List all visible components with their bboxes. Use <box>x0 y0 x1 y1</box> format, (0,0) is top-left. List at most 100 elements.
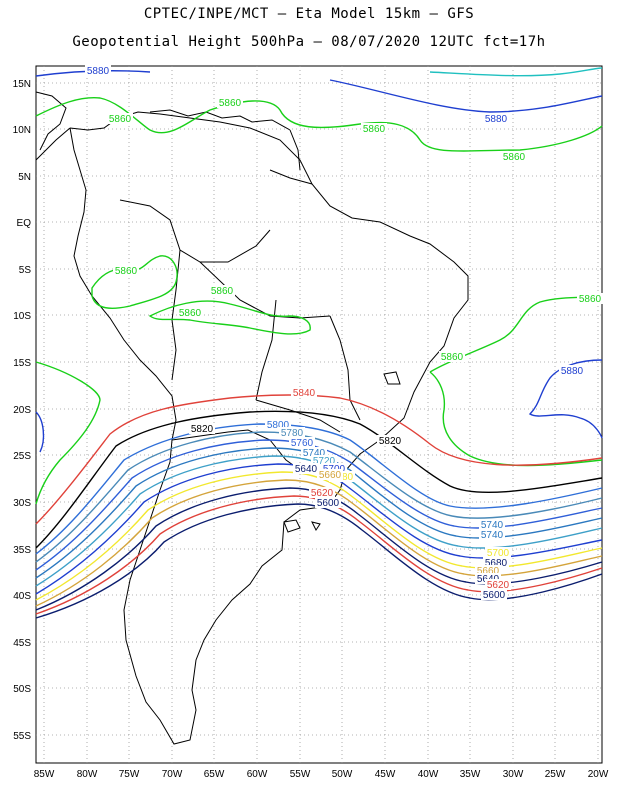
lat-tick-label: 35S <box>13 545 31 556</box>
contour-label: 5600 <box>483 590 506 601</box>
contour-label-bg <box>309 487 335 498</box>
contour-label-bg <box>377 435 403 446</box>
contour-label-bg <box>289 437 315 448</box>
contour-label-bg <box>475 565 501 576</box>
lat-tick-label: 5N <box>18 172 31 183</box>
contour-5900 <box>429 67 603 77</box>
contour-5860f <box>35 361 101 505</box>
contour-label-bg <box>85 65 111 76</box>
contour-label-bg <box>177 307 203 318</box>
lat-tick-label: 40S <box>13 591 31 602</box>
contour-label: 5620 <box>311 488 334 499</box>
lat-tick-label: 55S <box>13 731 31 742</box>
contour-label-bg <box>279 427 305 438</box>
contour-label: 5820 <box>379 436 402 447</box>
contour-label-bg <box>481 589 507 600</box>
lon-tick-label: 45W <box>375 769 396 780</box>
lon-tick-label: 70W <box>162 769 183 780</box>
lon-tick-label: 55W <box>290 769 311 780</box>
contour-label: 5860 <box>503 152 526 163</box>
lon-tick-label: 40W <box>418 769 439 780</box>
latitude-ticks: 15N 10N 5N EQ 5S 10S 15S 20S 25S 30S 35S 40S 45S 50S 5… <box>13 79 32 742</box>
contour-label: 5860 <box>441 352 464 363</box>
contour-label: 5660 <box>477 566 500 577</box>
contour-label: 5840 <box>293 388 316 399</box>
contour-label: 5740 <box>481 530 504 541</box>
contour-label: 5680 <box>485 558 508 569</box>
contour-5780 <box>35 431 603 563</box>
contour-label: 5600 <box>317 498 340 509</box>
contour-label-bg <box>311 455 337 466</box>
lon-tick-label: 80W <box>77 769 98 780</box>
lon-tick-label: 60W <box>247 769 268 780</box>
contour-5880d <box>35 411 45 453</box>
lat-tick-label: EQ <box>17 218 32 229</box>
contour-label: 5860 <box>115 266 138 277</box>
contour-label-bg <box>483 113 509 124</box>
contour-label: 5620 <box>487 580 510 591</box>
lat-tick-label: 20S <box>13 405 31 416</box>
lat-tick-label: 25S <box>13 451 31 462</box>
lat-tick-label: 30S <box>13 498 31 509</box>
map-title: CPTEC/INPE/MCT – Eta Model 15km – GFS <box>143 6 475 22</box>
lat-tick-label: 10N <box>13 125 31 136</box>
contour-5800 <box>35 423 603 555</box>
longitude-ticks: 85W 80W 75W 70W 65W 60W 55W 50W 45W 40W 35W 30W 25W 2… <box>34 769 609 780</box>
contour-label: 5780 <box>281 428 304 439</box>
contour-label-bg <box>485 579 511 590</box>
contour-label-bg <box>265 419 291 430</box>
contour-label-bg <box>483 557 509 568</box>
contour-label: 5860 <box>219 98 242 109</box>
contour-label-bg <box>113 265 139 276</box>
coastlines <box>35 91 469 745</box>
graticule <box>36 66 602 763</box>
lon-tick-label: 65W <box>204 769 225 780</box>
contour-label-bg <box>107 113 133 124</box>
contour-label: 5860 <box>179 308 202 319</box>
contour-label: 5820 <box>191 424 214 435</box>
contour-5860a <box>35 96 603 152</box>
contour-label: 5740 <box>481 520 504 531</box>
contour-label-bg <box>317 469 343 480</box>
lon-tick-label: 35W <box>460 769 481 780</box>
contour-label: 5880 <box>87 66 110 77</box>
contour-label-bg <box>485 547 511 558</box>
map-subtitle: Geopotential Height 500hPa – 08/07/2020 … <box>72 34 546 50</box>
contour-label: 5700 <box>487 548 510 559</box>
contour-label: 5860 <box>211 286 234 297</box>
lat-tick-label: 15N <box>13 79 31 90</box>
lat-tick-label: 5S <box>19 265 32 276</box>
contour-label: 5760 <box>291 438 314 449</box>
contour-label: 5720 <box>313 456 336 467</box>
lon-tick-label: 25W <box>545 769 566 780</box>
lon-tick-label: 30W <box>503 769 524 780</box>
contour-5880b <box>329 79 603 113</box>
contour-5860c <box>148 300 311 335</box>
contour-label-bg <box>189 423 215 434</box>
contour-label-bg <box>439 351 465 362</box>
contour-label: 5860 <box>579 294 602 305</box>
lat-tick-label: 45S <box>13 638 31 649</box>
lat-tick-label: 10S <box>13 311 31 322</box>
contour-label-bg <box>501 151 527 162</box>
contour-5860e <box>429 371 603 467</box>
contour-label: 5880 <box>485 114 508 125</box>
contour-label-bg <box>293 463 319 474</box>
contour-label: 5640 <box>295 464 318 475</box>
contour-label-bg <box>361 123 387 134</box>
lon-tick-label: 85W <box>34 769 55 780</box>
contour-label-bg <box>217 97 243 108</box>
contour-label-bg <box>209 285 235 296</box>
contour-label-bg <box>479 529 505 540</box>
lon-tick-label: 50W <box>332 769 353 780</box>
contour-label: 5800 <box>267 420 290 431</box>
contour-label: 5880 <box>561 366 584 377</box>
contour-label-bg <box>475 573 501 584</box>
lat-tick-label: 50S <box>13 684 31 695</box>
contour-label: 5860 <box>363 124 386 135</box>
contour-label-bg <box>315 497 341 508</box>
contour-label-bg <box>291 387 317 398</box>
contour-label-bg <box>321 463 347 474</box>
lat-tick-label: 15S <box>13 358 31 369</box>
